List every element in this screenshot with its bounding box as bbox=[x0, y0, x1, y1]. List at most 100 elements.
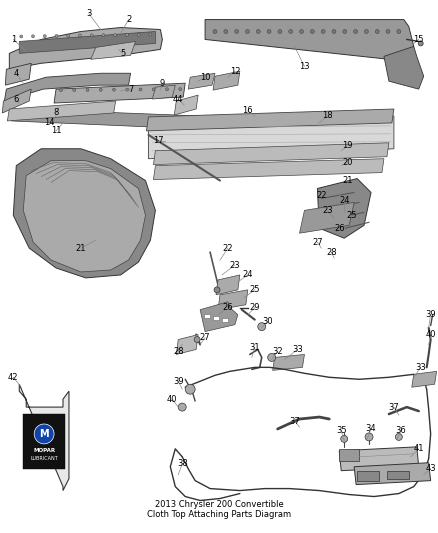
Polygon shape bbox=[19, 31, 155, 53]
Polygon shape bbox=[19, 384, 69, 490]
Text: 43: 43 bbox=[425, 464, 436, 473]
Circle shape bbox=[375, 29, 379, 34]
Circle shape bbox=[34, 424, 54, 444]
Polygon shape bbox=[91, 42, 135, 59]
Circle shape bbox=[397, 29, 401, 34]
Text: 31: 31 bbox=[250, 343, 260, 352]
Text: 37: 37 bbox=[289, 416, 300, 425]
Text: 7: 7 bbox=[128, 85, 133, 94]
Text: 20: 20 bbox=[342, 158, 353, 167]
Circle shape bbox=[113, 88, 116, 91]
Circle shape bbox=[418, 41, 423, 46]
Polygon shape bbox=[354, 463, 431, 484]
Circle shape bbox=[179, 87, 182, 91]
Circle shape bbox=[343, 29, 347, 34]
Circle shape bbox=[20, 35, 23, 38]
Circle shape bbox=[289, 29, 293, 34]
Circle shape bbox=[364, 29, 368, 34]
Bar bbox=[307, 212, 319, 220]
Polygon shape bbox=[216, 275, 240, 295]
Circle shape bbox=[55, 35, 58, 37]
Bar bbox=[222, 318, 228, 321]
Bar bbox=[204, 314, 210, 318]
Text: 26: 26 bbox=[223, 303, 233, 312]
Polygon shape bbox=[213, 71, 240, 90]
Polygon shape bbox=[339, 447, 419, 471]
Text: 30: 30 bbox=[262, 317, 273, 326]
Polygon shape bbox=[148, 116, 394, 159]
Text: 40: 40 bbox=[425, 330, 436, 339]
Polygon shape bbox=[218, 290, 248, 310]
Circle shape bbox=[332, 29, 336, 34]
Text: 42: 42 bbox=[8, 373, 18, 382]
Circle shape bbox=[185, 384, 195, 394]
Polygon shape bbox=[4, 73, 131, 101]
Text: 25: 25 bbox=[250, 285, 260, 294]
Circle shape bbox=[43, 35, 46, 38]
Text: 15: 15 bbox=[413, 35, 424, 44]
Text: MOPAR: MOPAR bbox=[33, 448, 55, 454]
Circle shape bbox=[194, 336, 200, 343]
Circle shape bbox=[267, 29, 271, 34]
Circle shape bbox=[278, 29, 282, 34]
Text: 33: 33 bbox=[292, 345, 303, 354]
Polygon shape bbox=[152, 85, 175, 99]
Circle shape bbox=[245, 29, 250, 34]
Text: 23: 23 bbox=[230, 261, 240, 270]
Text: 22: 22 bbox=[223, 244, 233, 253]
Text: LUBRICANT: LUBRICANT bbox=[30, 456, 58, 461]
Polygon shape bbox=[23, 160, 145, 272]
Bar bbox=[387, 471, 409, 479]
Text: 18: 18 bbox=[322, 111, 332, 120]
Polygon shape bbox=[273, 354, 304, 370]
Text: 24: 24 bbox=[243, 270, 253, 279]
Text: 8: 8 bbox=[53, 109, 59, 117]
Text: 40: 40 bbox=[167, 394, 177, 403]
Text: 24: 24 bbox=[339, 196, 350, 205]
Polygon shape bbox=[205, 20, 414, 59]
Text: 11: 11 bbox=[51, 126, 61, 135]
Text: 27: 27 bbox=[312, 238, 323, 247]
Circle shape bbox=[224, 29, 228, 34]
Circle shape bbox=[396, 433, 403, 440]
Polygon shape bbox=[5, 63, 31, 85]
Polygon shape bbox=[7, 101, 116, 121]
Text: 28: 28 bbox=[173, 347, 184, 356]
Circle shape bbox=[149, 33, 152, 36]
Bar bbox=[337, 220, 349, 228]
Text: 5: 5 bbox=[120, 49, 125, 58]
Text: 35: 35 bbox=[336, 426, 346, 435]
Polygon shape bbox=[384, 46, 424, 89]
Bar bbox=[339, 449, 359, 461]
Text: 36: 36 bbox=[396, 426, 406, 435]
Circle shape bbox=[321, 29, 325, 34]
Text: 10: 10 bbox=[200, 72, 210, 82]
Text: 2013 Chrysler 200 Convertible
Cloth Top Attaching Parts Diagram: 2013 Chrysler 200 Convertible Cloth Top … bbox=[147, 500, 291, 519]
Circle shape bbox=[125, 34, 128, 36]
Polygon shape bbox=[11, 109, 200, 129]
Text: 6: 6 bbox=[14, 94, 19, 103]
Polygon shape bbox=[13, 149, 155, 278]
Circle shape bbox=[166, 88, 169, 91]
Text: 25: 25 bbox=[346, 211, 357, 220]
Polygon shape bbox=[176, 335, 198, 354]
Text: 33: 33 bbox=[415, 363, 426, 372]
Text: 37: 37 bbox=[389, 402, 399, 411]
Text: 13: 13 bbox=[299, 62, 310, 71]
Polygon shape bbox=[300, 203, 354, 233]
Text: 34: 34 bbox=[366, 424, 376, 433]
Polygon shape bbox=[153, 159, 384, 180]
Polygon shape bbox=[146, 109, 394, 131]
Bar bbox=[322, 216, 334, 224]
Circle shape bbox=[32, 35, 35, 38]
Polygon shape bbox=[318, 179, 371, 238]
Text: 41: 41 bbox=[413, 445, 424, 454]
Circle shape bbox=[114, 34, 117, 37]
Circle shape bbox=[73, 88, 76, 92]
Circle shape bbox=[256, 29, 260, 34]
Bar bbox=[213, 316, 219, 320]
Text: 26: 26 bbox=[334, 224, 345, 233]
Polygon shape bbox=[9, 28, 162, 69]
Circle shape bbox=[126, 88, 129, 91]
Circle shape bbox=[258, 322, 266, 330]
